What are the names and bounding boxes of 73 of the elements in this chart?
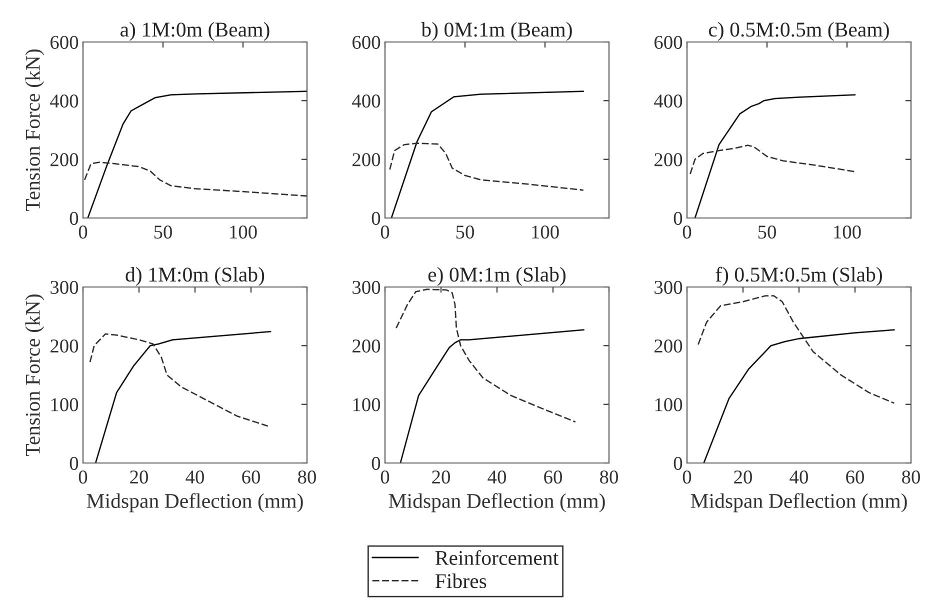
x-tick-label: 50	[758, 226, 776, 239]
x-tick-label: 20	[734, 470, 752, 484]
y-tick-label: 200	[50, 339, 78, 353]
line-series	[698, 295, 895, 404]
chart-title: d) 1M:0m (Slab)	[126, 266, 264, 286]
y-tick-label: 0	[674, 456, 682, 470]
x-axis-title: Midspan Deflection (mm)	[690, 493, 907, 512]
line-series	[690, 144, 856, 175]
x-tick-label: 50	[154, 226, 172, 239]
y-tick-label: 300	[352, 280, 380, 294]
x-tick-label: 80	[298, 470, 316, 484]
chart-title: e) 0M:1m (Slab)	[428, 266, 566, 286]
chart-title: b) 0M:1m (Beam)	[421, 22, 572, 41]
y-tick-label: 0	[674, 212, 682, 225]
x-tick-label: 50	[456, 226, 474, 239]
y-tick-label: 100	[655, 398, 682, 412]
line-series	[390, 90, 584, 218]
line-series	[400, 329, 584, 463]
x-axis-title: Midspan Deflection (mm)	[388, 493, 605, 512]
y-tick-label: 400	[352, 94, 380, 108]
x-tick-label: 40	[488, 470, 506, 484]
x-tick-label: 20	[432, 470, 450, 484]
line-series	[89, 333, 268, 427]
line-series	[703, 329, 895, 463]
line-series	[694, 94, 856, 218]
chart-title: a) 1M:0m (Beam)	[120, 22, 270, 41]
legend-label: Fibres	[435, 574, 486, 588]
x-tick-label: 0	[78, 470, 88, 484]
x-tick-label: 60	[242, 470, 260, 484]
line-series	[94, 330, 272, 463]
x-tick-label: 60	[544, 470, 562, 484]
x-tick-label: 40	[186, 470, 204, 484]
x-tick-label: 0	[78, 226, 88, 239]
y-tick-label: 600	[654, 36, 682, 49]
line-series	[396, 288, 576, 423]
y-tick-label: 200	[50, 153, 78, 166]
y-tick-label: 100	[353, 398, 380, 412]
y-tick-label: 400	[654, 94, 682, 108]
y-tick-label: 400	[50, 94, 78, 108]
line-series	[84, 162, 307, 197]
x-tick-label: 0	[380, 226, 390, 239]
x-tick-label: 80	[600, 470, 618, 484]
y-tick-label: 200	[352, 153, 380, 166]
y-tick-label: 0	[70, 212, 78, 225]
y-tick-label: 0	[70, 456, 78, 470]
y-tick-label: 200	[654, 339, 682, 353]
x-tick-label: 0	[380, 470, 390, 484]
x-tick-label: 100	[834, 226, 861, 239]
chart-title: c) 0.5M:0.5m (Beam)	[708, 22, 889, 41]
x-tick-label: 20	[130, 470, 148, 484]
legend-label: Reinforcement	[435, 550, 559, 565]
x-tick-label: 40	[790, 470, 808, 484]
x-tick-label: 0	[682, 226, 692, 239]
y-tick-label: 600	[50, 36, 78, 49]
y-axis-title: Tension Force (kN)	[25, 294, 44, 456]
x-tick-label: 80	[902, 470, 920, 484]
x-tick-label: 60	[846, 470, 864, 484]
y-tick-label: 200	[654, 153, 682, 166]
y-tick-label: 300	[50, 280, 78, 294]
y-tick-label: 100	[51, 398, 78, 412]
line-series	[389, 142, 584, 191]
x-tick-label: 0	[682, 470, 692, 484]
y-tick-label: 200	[352, 339, 380, 353]
y-tick-label: 300	[654, 280, 682, 294]
x-tick-label: 100	[230, 226, 257, 239]
x-axis-title: Midspan Deflection (mm)	[86, 493, 303, 512]
y-tick-label: 0	[372, 456, 380, 470]
y-tick-label: 600	[352, 36, 380, 49]
y-tick-label: 0	[372, 212, 380, 225]
line-series	[87, 90, 307, 218]
y-axis-title: Tension Force (kN)	[25, 49, 44, 212]
x-tick-label: 100	[532, 226, 559, 239]
chart-title: f) 0.5M:0.5m (Slab)	[716, 266, 882, 286]
